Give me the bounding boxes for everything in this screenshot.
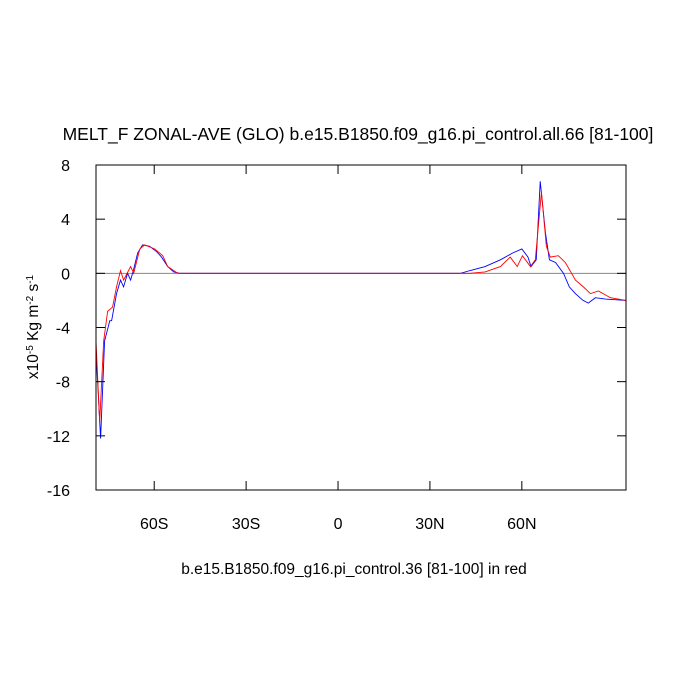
y-tick-label: -4 bbox=[56, 321, 70, 338]
x-tick-label: 30N bbox=[415, 516, 444, 533]
y-axis-label: x10-5 Kg m-2 s-1 bbox=[25, 274, 43, 379]
chart-title: MELT_F ZONAL-AVE (GLO) b.e15.B1850.f09_g… bbox=[63, 124, 654, 145]
x-axis-label: b.e15.B1850.f09_g16.pi_control.36 [81-10… bbox=[181, 561, 527, 578]
y-label-part: x10 bbox=[25, 354, 42, 379]
y-label-part: Kg m bbox=[25, 305, 42, 345]
series-line bbox=[95, 192, 627, 423]
y-label-part: -2 bbox=[25, 295, 36, 304]
x-tick-label: 60N bbox=[507, 516, 536, 533]
y-tick-label: -12 bbox=[47, 429, 70, 446]
y-tick-label: 0 bbox=[61, 266, 70, 283]
y-label-part: -5 bbox=[25, 345, 36, 354]
y-label-part: -1 bbox=[25, 274, 36, 283]
y-tick-label: -8 bbox=[56, 375, 70, 392]
y-label-part: s bbox=[25, 284, 42, 296]
x-tick-label: 60S bbox=[140, 516, 168, 533]
x-tick-label: 30S bbox=[232, 516, 260, 533]
y-tick-label: 4 bbox=[61, 212, 70, 229]
y-tick-label: 8 bbox=[61, 158, 70, 175]
series-line bbox=[95, 181, 627, 439]
x-tick-label: 0 bbox=[334, 516, 343, 533]
y-tick-label: -16 bbox=[47, 483, 70, 500]
